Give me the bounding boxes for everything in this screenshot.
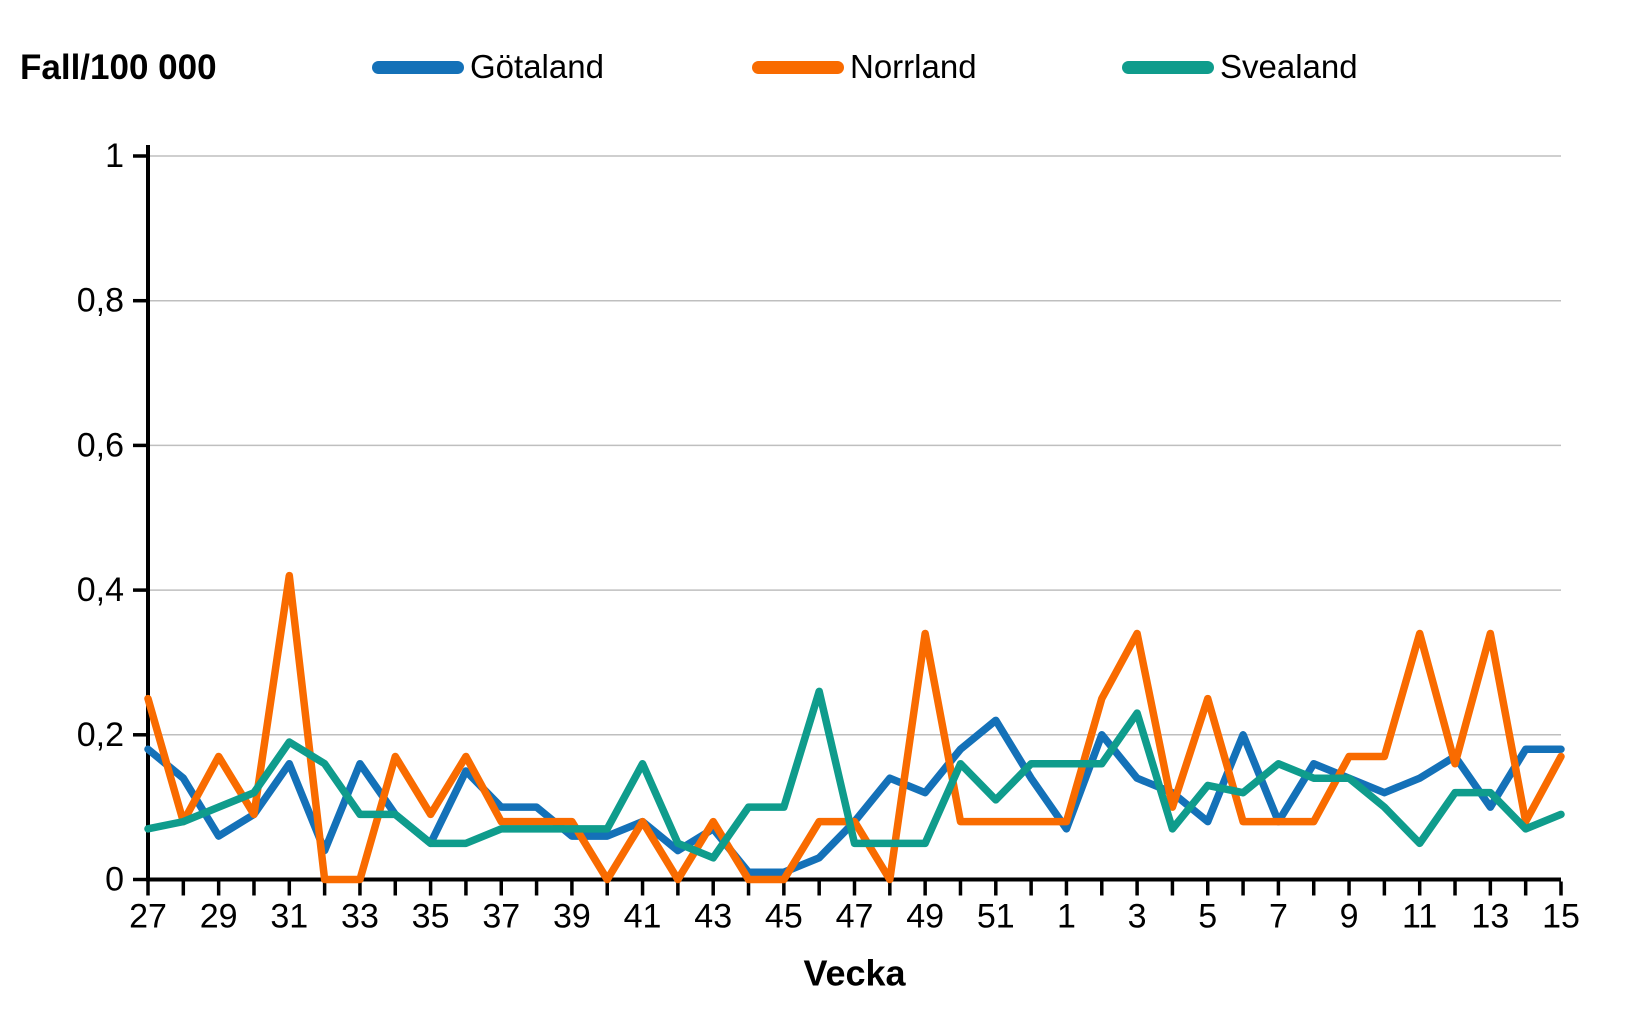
legend-swatch-gotaland-icon [372,60,464,74]
x-tick-label: 7 [1269,898,1288,936]
legend-label-svealand: Svealand [1220,48,1358,85]
legend-swatch-svealand-icon [1122,60,1214,74]
x-tick-label: 47 [836,898,874,936]
x-tick-label: 39 [553,898,591,936]
x-tick-label: 31 [270,898,308,936]
series-line-svealand [144,687,1565,862]
legend-item-gotaland: Götaland [372,48,604,86]
series-line-gtaland [144,716,1565,877]
x-tick-label: 5 [1198,898,1217,936]
x-tick-label: 35 [412,898,450,936]
x-tick-label: 11 [1402,898,1437,936]
y-tick-label: 0 [105,861,124,899]
x-tick-label: 33 [341,898,379,936]
x-tick-label: 37 [482,898,520,936]
y-tick-label: 1 [105,137,124,175]
x-tick-label: 27 [129,898,167,936]
legend-item-norrland: Norrland [752,48,977,86]
legend-item-svealand: Svealand [1122,48,1358,86]
x-tick-label: 45 [765,898,803,936]
legend-swatch-norrland-icon [752,60,844,74]
x-tick-label: 29 [200,898,238,936]
x-tick-label: 41 [624,898,662,936]
legend-label-gotaland: Götaland [470,48,604,85]
series-line-norrland [144,571,1565,884]
y-tick-label: 0,2 [77,716,124,754]
x-tick-label: 1 [1057,898,1076,936]
x-tick-label: 43 [694,898,732,936]
x-tick-label: 49 [906,898,944,936]
x-tick-label: 13 [1471,898,1509,936]
x-tick-label: 51 [977,898,1015,936]
y-tick-label: 0,6 [77,426,124,464]
x-tick-label: 15 [1542,898,1580,936]
y-axis-unit-title: Fall/100 000 [20,48,217,87]
x-axis-title: Vecka [803,953,906,994]
y-tick-label: 0,4 [77,571,124,609]
y-tick-label: 0,8 [77,282,124,320]
legend-label-norrland: Norrland [850,48,977,85]
x-tick-label: 9 [1340,898,1359,936]
x-tick-label: 3 [1128,898,1147,936]
